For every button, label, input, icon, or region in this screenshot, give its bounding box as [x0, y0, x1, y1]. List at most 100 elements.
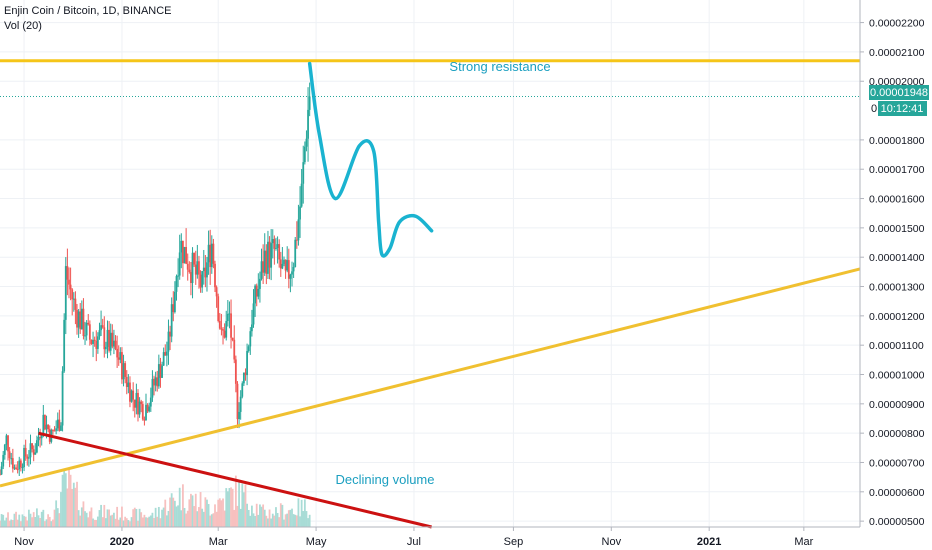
price-tick-label: 0.00001500: [869, 223, 925, 235]
volume-bar: [244, 484, 247, 527]
volume-bar: [164, 499, 167, 527]
volume-bar: [85, 512, 88, 527]
volume-bar: [159, 518, 162, 527]
time-tick-label: 2020: [110, 536, 134, 548]
candle-body: [284, 259, 287, 271]
volume-bar: [82, 501, 85, 527]
candle-body: [40, 434, 43, 439]
candle-body: [246, 350, 248, 376]
candle-body: [42, 414, 45, 435]
volume-bar: [249, 515, 252, 527]
candle-body: [53, 430, 56, 432]
volume-bar: [114, 518, 117, 527]
candle-body: [186, 263, 189, 270]
candle-body: [0, 474, 1, 476]
candle-body: [10, 458, 13, 460]
candle-body: [231, 337, 234, 340]
candle-body: [297, 219, 300, 241]
volume-annotation: Declining volume: [336, 472, 435, 487]
candle-body: [199, 274, 202, 288]
volume-bar: [252, 513, 255, 527]
volume-bar: [132, 509, 135, 527]
candle-body: [254, 285, 257, 304]
time-axis[interactable]: Nov 2020 Mar May Jul Sep Nov 2021 Mar: [0, 526, 860, 548]
candle-body: [183, 247, 186, 264]
volume-bar: [242, 492, 245, 527]
volume-bar: [217, 499, 220, 527]
volume-bar: [154, 507, 157, 527]
candle-body: [244, 372, 247, 376]
price-axis[interactable]: 0.00000500 0.00000600 0.00000700 0.00000800…: [859, 0, 925, 528]
candle-body: [247, 346, 250, 351]
time-tick-label: Nov: [602, 536, 622, 548]
candle-body: [71, 289, 74, 300]
volume-bar: [8, 520, 11, 527]
candle-body: [180, 240, 183, 253]
candle-body: [61, 371, 64, 426]
candle-body: [151, 378, 154, 398]
candle-body: [141, 404, 144, 420]
volume-bar: [204, 497, 207, 527]
candle-body: [267, 241, 269, 274]
candle-body: [113, 340, 115, 347]
volume-bar: [194, 493, 197, 527]
candle-body: [209, 244, 212, 268]
candle-body: [292, 267, 295, 272]
volume-bar: [268, 509, 271, 527]
candle-body: [225, 321, 228, 338]
volume-bar: [279, 503, 282, 527]
volume-bar: [21, 514, 24, 527]
volume-bar: [297, 498, 300, 527]
volume-bar: [286, 513, 289, 527]
volume-bar: [214, 504, 216, 527]
candle-body: [173, 291, 176, 313]
volume-bar: [113, 512, 115, 527]
volume-bar: [307, 518, 309, 527]
volume-bar: [19, 521, 22, 527]
candle-body: [165, 351, 168, 356]
volume-bar: [44, 521, 46, 527]
support-trend-line: [0, 267, 861, 488]
candle-body: [212, 243, 215, 264]
volume-bar: [199, 492, 202, 527]
candle-body: [80, 308, 83, 330]
volume-indicator-title[interactable]: Vol (20): [4, 20, 42, 32]
volume-bars: [0, 467, 311, 527]
time-tick-label: May: [306, 536, 327, 548]
candle-body: [85, 322, 88, 336]
volume-bar: [246, 503, 248, 527]
candle-body: [170, 304, 173, 337]
volume-bar: [101, 517, 104, 527]
candle-body: [241, 383, 244, 397]
candle-body: [34, 452, 37, 455]
candle-body: [74, 298, 77, 310]
candle-body: [104, 346, 107, 350]
candle-body: [270, 243, 273, 268]
candle-body: [196, 261, 199, 275]
candle-body: [119, 352, 122, 360]
price-tick-label: 0.00001600: [869, 194, 925, 206]
candle-body: [116, 348, 119, 358]
volume-bar: [300, 499, 303, 527]
volume-bar: [92, 518, 94, 527]
candle-body: [234, 359, 237, 384]
volume-bar: [76, 481, 78, 527]
price-tick-label: 0.00001800: [869, 135, 925, 147]
candle-body: [8, 451, 11, 459]
time-tick-label: Jul: [407, 536, 421, 548]
candle-body: [204, 267, 207, 278]
candle-body: [130, 390, 133, 402]
candle-body: [58, 419, 61, 431]
volume-trend-line: [38, 431, 432, 529]
symbol-title[interactable]: Enjin Coin / Bitcoin, 1D, BINANCE: [4, 5, 172, 17]
candle-body: [76, 309, 78, 328]
candle-body: [111, 332, 114, 347]
candle-body: [194, 264, 197, 275]
volume-bar: [47, 514, 50, 527]
volume-bar: [191, 495, 194, 527]
volume-bar: [169, 497, 171, 527]
candle-body: [23, 447, 25, 468]
volume-bar: [18, 514, 21, 527]
